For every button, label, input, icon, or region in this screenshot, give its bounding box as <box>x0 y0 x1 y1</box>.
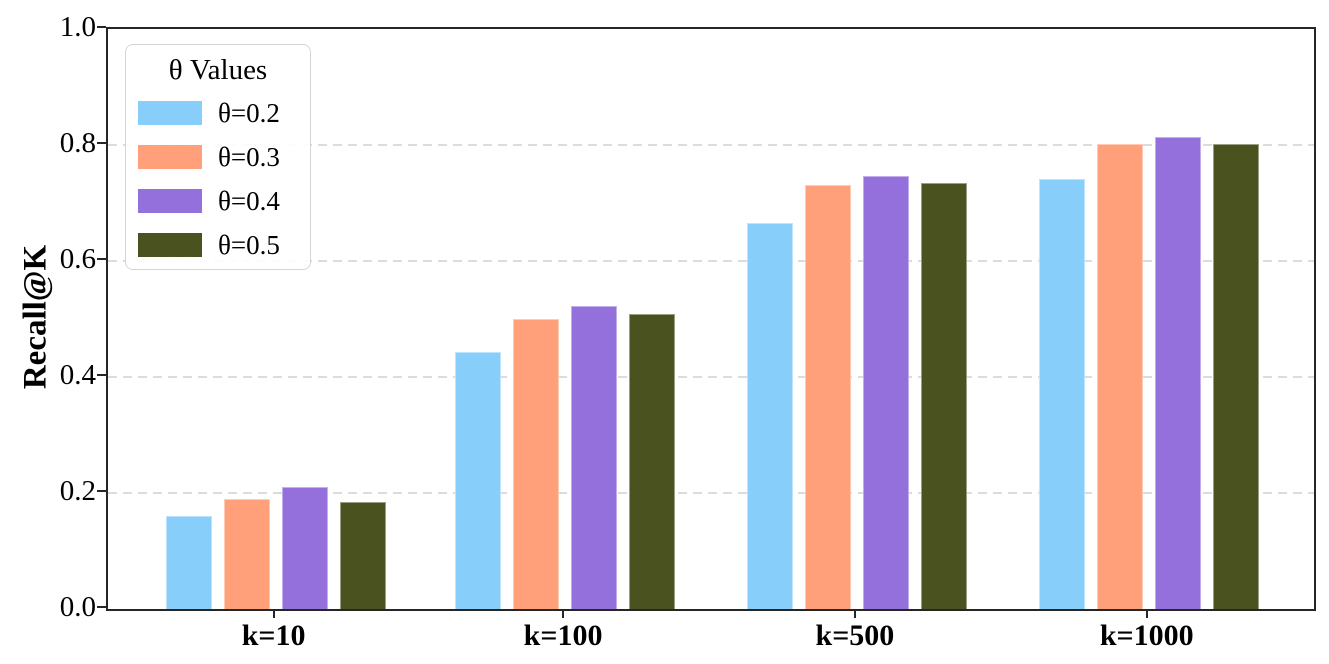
y-tick-mark-0.4 <box>97 374 106 376</box>
legend: θ Values θ=0.2 θ=0.3 θ=0.4 θ=0.5 <box>125 44 311 270</box>
bar-k-500-theta-0-3 <box>804 185 851 609</box>
bar-k-10-theta-0-4 <box>281 486 328 609</box>
x-tick-mark-k-10 <box>272 609 275 618</box>
legend-item-theta-0-5: θ=0.5 <box>138 229 310 260</box>
bar-k-500-theta-0-5 <box>920 182 967 609</box>
legend-item-theta-0-2: θ=0.2 <box>138 97 310 128</box>
bar-k-10-theta-0-5 <box>339 501 386 609</box>
y-tick-label-0.2: 0.2 <box>59 475 96 507</box>
y-tick-mark-0.6 <box>97 258 106 260</box>
legend-label-theta-0-2: θ=0.2 <box>218 97 280 128</box>
y-tick-label-0.6: 0.6 <box>59 243 96 275</box>
legend-label-theta-0-3: θ=0.3 <box>218 141 280 172</box>
bar-group-k-500 <box>746 176 967 609</box>
x-tick-mark-k-100 <box>562 609 565 618</box>
legend-label-theta-0-5: θ=0.5 <box>218 229 280 260</box>
x-tick-label-k-100: k=100 <box>523 619 603 652</box>
legend-swatch-theta-0-3 <box>138 145 202 169</box>
y-tick-label-0.0: 0.0 <box>59 591 96 623</box>
legend-label-theta-0-4: θ=0.4 <box>218 185 280 216</box>
gridline-y-0.2 <box>108 492 1314 494</box>
bar-k-500-theta-0-4 <box>862 176 909 609</box>
x-tick-label-k-500: k=500 <box>815 619 895 652</box>
x-tick-label-k-10: k=10 <box>241 619 306 652</box>
x-tick-mark-k-1000 <box>1145 609 1148 618</box>
bar-k-100-theta-0-5 <box>629 314 676 609</box>
gridline-y-0.4 <box>108 376 1314 378</box>
bar-k-1000-theta-0-3 <box>1096 144 1143 609</box>
bar-k-1000-theta-0-5 <box>1212 144 1259 609</box>
legend-swatch-theta-0-2 <box>138 101 202 125</box>
bar-k-1000-theta-0-2 <box>1038 178 1085 609</box>
y-tick-mark-0.0 <box>97 606 106 608</box>
legend-swatch-theta-0-4 <box>138 189 202 213</box>
y-tick-label-0.8: 0.8 <box>59 127 96 159</box>
legend-item-theta-0-4: θ=0.4 <box>138 185 310 216</box>
y-tick-mark-0.8 <box>97 142 106 144</box>
bar-k-1000-theta-0-4 <box>1154 137 1201 609</box>
legend-items: θ=0.2 θ=0.3 θ=0.4 θ=0.5 <box>126 97 310 260</box>
gridline-y-0.6 <box>108 260 1314 262</box>
bar-k-100-theta-0-3 <box>513 319 560 609</box>
bar-k-10-theta-0-2 <box>165 516 212 609</box>
plot-area: θ Values θ=0.2 θ=0.3 θ=0.4 θ=0.5 <box>106 27 1316 611</box>
legend-swatch-theta-0-5 <box>138 233 202 257</box>
y-tick-label-1.0: 1.0 <box>59 11 96 43</box>
bar-k-10-theta-0-3 <box>223 498 270 609</box>
legend-item-theta-0-3: θ=0.3 <box>138 141 310 172</box>
bar-group-k-10 <box>165 486 386 609</box>
y-tick-label-0.4: 0.4 <box>59 359 96 391</box>
y-tick-mark-0.2 <box>97 490 106 492</box>
gridline-y-0.8 <box>108 144 1314 146</box>
legend-title: θ Values <box>168 54 268 86</box>
bar-group-k-100 <box>455 306 676 609</box>
y-tick-mark-1.0 <box>97 26 106 28</box>
x-tick-mark-k-500 <box>853 609 856 618</box>
bar-group-k-1000 <box>1038 137 1259 609</box>
bar-k-100-theta-0-2 <box>455 352 502 609</box>
bar-k-500-theta-0-2 <box>746 223 793 609</box>
x-tick-label-k-1000: k=1000 <box>1099 619 1194 652</box>
bar-k-100-theta-0-4 <box>571 306 618 609</box>
